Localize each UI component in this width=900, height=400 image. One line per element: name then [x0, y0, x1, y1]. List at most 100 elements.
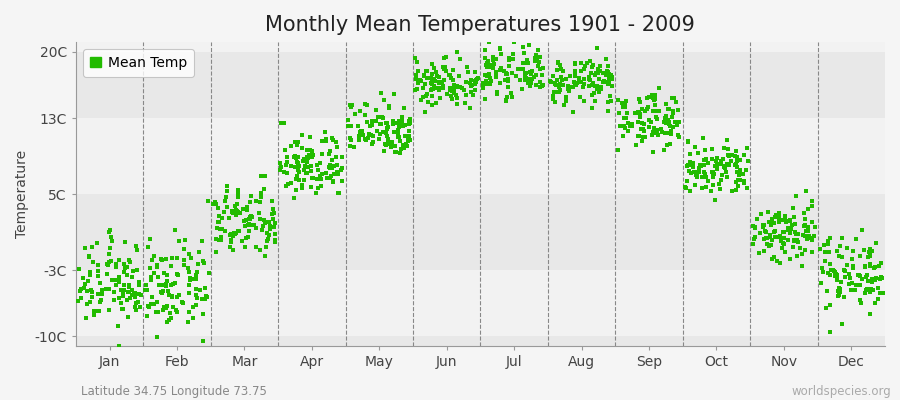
Point: [183, 251, 197, 257]
Point: [393, 146, 408, 152]
Point: [211, 205, 225, 211]
Point: [483, 62, 498, 68]
Point: [728, 147, 742, 154]
Point: [369, 118, 383, 124]
Point: [525, 76, 539, 82]
Point: [256, 216, 271, 223]
Point: [86, 308, 101, 314]
Point: [325, 135, 339, 141]
Point: [294, 185, 309, 191]
Point: [692, 169, 706, 175]
Point: [553, 86, 567, 93]
Point: [762, 232, 777, 238]
Point: [212, 236, 226, 243]
Point: [668, 119, 682, 126]
Point: [428, 78, 443, 84]
Point: [392, 150, 407, 156]
Point: [158, 281, 173, 288]
Point: [225, 209, 239, 215]
Point: [131, 279, 146, 285]
Point: [663, 131, 678, 137]
Point: [799, 188, 814, 194]
Point: [818, 249, 832, 256]
Point: [377, 97, 392, 104]
Point: [596, 70, 610, 76]
Point: [279, 162, 293, 168]
Point: [420, 68, 435, 74]
Point: [731, 177, 745, 184]
Point: [762, 234, 777, 240]
Point: [253, 246, 267, 253]
Point: [590, 70, 604, 76]
Point: [733, 167, 747, 174]
Point: [843, 275, 858, 282]
Point: [428, 85, 442, 91]
Point: [343, 143, 357, 150]
Point: [635, 126, 650, 132]
Point: [432, 74, 446, 80]
Point: [823, 235, 837, 241]
Point: [374, 121, 388, 127]
Point: [375, 114, 390, 120]
Point: [396, 144, 410, 151]
Point: [842, 270, 857, 277]
Point: [401, 118, 416, 124]
Point: [116, 269, 130, 276]
Point: [863, 261, 878, 267]
Point: [698, 147, 712, 154]
Point: [585, 82, 599, 88]
Point: [482, 64, 496, 70]
Point: [486, 54, 500, 60]
Point: [193, 287, 207, 293]
Point: [805, 237, 819, 243]
Point: [189, 302, 203, 308]
Point: [783, 217, 797, 224]
Point: [395, 118, 410, 124]
Point: [464, 89, 478, 95]
Point: [393, 119, 408, 126]
Point: [697, 168, 711, 175]
Point: [504, 90, 518, 96]
Point: [486, 65, 500, 71]
Point: [295, 182, 310, 188]
Point: [500, 94, 514, 100]
Point: [327, 162, 341, 169]
Point: [681, 138, 696, 144]
Point: [222, 244, 237, 250]
Point: [481, 58, 495, 64]
Point: [500, 78, 515, 84]
Point: [111, 276, 125, 283]
Point: [362, 130, 376, 137]
Point: [82, 254, 96, 260]
Point: [616, 122, 631, 129]
Point: [662, 118, 677, 125]
Point: [832, 243, 847, 249]
Point: [393, 121, 408, 127]
Point: [565, 109, 580, 115]
Point: [155, 257, 169, 263]
Point: [438, 54, 453, 60]
Point: [169, 306, 184, 313]
Point: [169, 270, 184, 277]
Point: [260, 238, 274, 244]
Point: [425, 60, 439, 67]
Point: [523, 82, 537, 88]
Point: [750, 215, 764, 222]
Point: [402, 120, 417, 127]
Point: [616, 104, 630, 110]
Point: [85, 244, 99, 250]
Point: [860, 278, 875, 285]
Point: [590, 45, 605, 52]
Point: [816, 269, 831, 276]
Point: [764, 220, 778, 227]
Point: [150, 299, 165, 306]
Point: [243, 216, 257, 222]
Point: [628, 142, 643, 148]
Point: [290, 142, 304, 148]
Point: [112, 274, 127, 280]
Point: [364, 123, 378, 129]
Point: [644, 119, 659, 125]
Point: [833, 286, 848, 293]
Point: [718, 169, 733, 175]
Point: [864, 286, 878, 292]
